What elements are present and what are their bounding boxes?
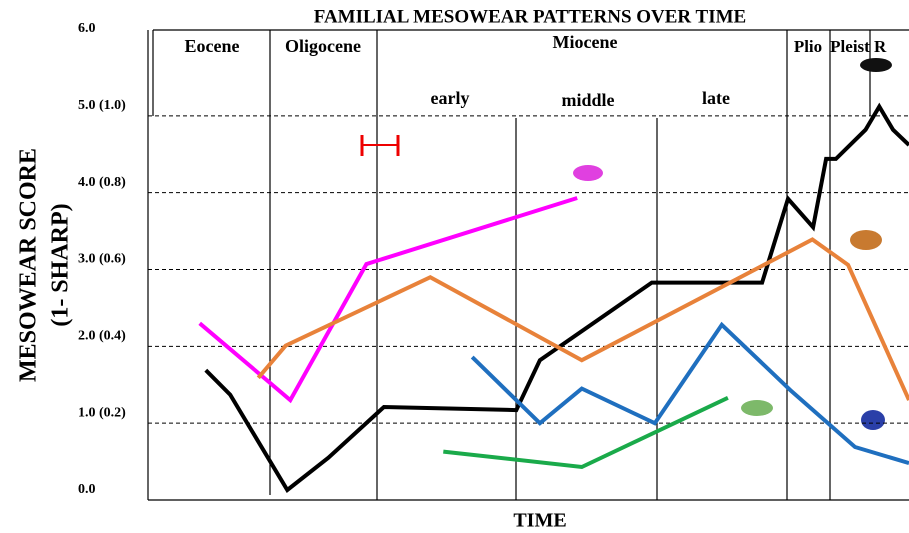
epoch-label: R — [874, 37, 887, 56]
series-line — [204, 102, 909, 493]
series-line — [443, 395, 729, 470]
animal-icon — [741, 400, 773, 416]
series-line — [256, 237, 909, 401]
y-tick-label: 4.0 (0.8) — [78, 175, 126, 190]
epoch-dividers — [147, 29, 909, 501]
x-axis-label: TIME — [513, 510, 566, 532]
y-tick-label: 1.0 (0.2) — [78, 405, 126, 420]
animal-icon — [860, 58, 892, 72]
y-axis-label: (1- SHARP) — [48, 203, 74, 326]
epoch-label: Oligocene — [285, 36, 361, 56]
animal-icon — [573, 165, 603, 181]
epoch-label: Miocene — [553, 32, 618, 52]
chart-title: FAMILIAL MESOWEAR PATTERNS OVER TIME — [314, 6, 746, 27]
animal-icon — [861, 410, 885, 430]
subepoch-label: late — [702, 88, 730, 108]
y-axis-label: MESOWEAR SCORE — [16, 148, 42, 382]
epoch-label: Plio — [794, 37, 822, 56]
animal-icon — [850, 230, 882, 250]
subepoch-label: early — [431, 88, 470, 108]
series-line — [198, 196, 578, 404]
y-tick-label: 6.0 — [78, 21, 96, 36]
epoch-label: Pleist — [830, 37, 870, 56]
y-tick-label: 5.0 (1.0) — [78, 98, 126, 113]
y-tick-label: 2.0 (0.4) — [78, 329, 126, 344]
subepoch-label: middle — [561, 90, 614, 110]
epoch-label: Eocene — [185, 36, 240, 56]
interval-bracket — [360, 135, 400, 156]
y-tick-label: 0.0 — [78, 482, 96, 497]
series-line — [470, 321, 909, 466]
y-tick-label: 3.0 (0.6) — [78, 252, 126, 267]
